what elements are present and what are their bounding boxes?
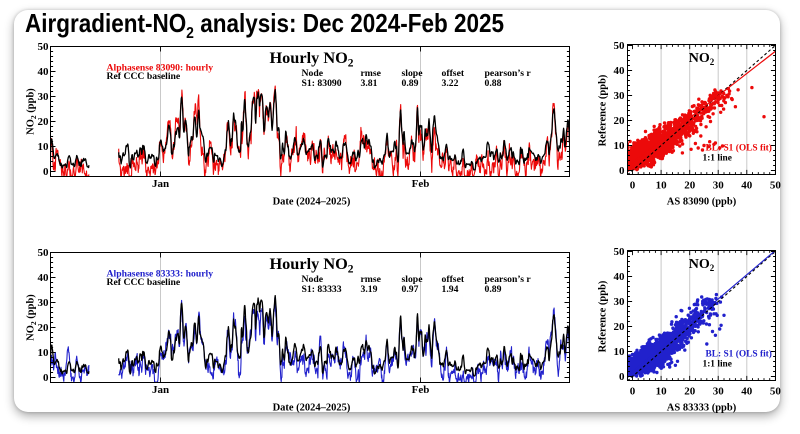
svg-text:0: 0 bbox=[619, 371, 625, 383]
svg-text:Alphasense 83090: hourly: Alphasense 83090: hourly bbox=[107, 63, 214, 74]
svg-text:NO2 (ppb): NO2 (ppb) bbox=[26, 88, 38, 135]
svg-text:Feb: Feb bbox=[412, 384, 430, 396]
svg-text:30: 30 bbox=[38, 91, 50, 103]
svg-text:20: 20 bbox=[614, 115, 626, 127]
svg-text:30: 30 bbox=[38, 297, 50, 309]
svg-text:10: 10 bbox=[656, 180, 668, 192]
svg-text:Jan: Jan bbox=[152, 178, 169, 190]
svg-text:0: 0 bbox=[630, 386, 636, 398]
svg-text:Alphasense 83333: hourly: Alphasense 83333: hourly bbox=[107, 269, 214, 280]
svg-text:20: 20 bbox=[614, 321, 626, 333]
svg-text:0.89: 0.89 bbox=[402, 78, 419, 89]
svg-text:40: 40 bbox=[38, 66, 50, 78]
svg-text:NO2: NO2 bbox=[689, 51, 715, 67]
svg-text:Date (2024–2025): Date (2024–2025) bbox=[273, 197, 351, 208]
svg-text:offset: offset bbox=[442, 68, 465, 79]
svg-text:pearson’s r: pearson’s r bbox=[485, 68, 532, 79]
svg-text:0: 0 bbox=[619, 165, 625, 177]
svg-text:40: 40 bbox=[614, 271, 626, 283]
svg-text:30: 30 bbox=[614, 296, 626, 308]
svg-text:10: 10 bbox=[614, 140, 626, 152]
svg-text:1:1 line: 1:1 line bbox=[703, 154, 732, 164]
svg-text:rmse: rmse bbox=[361, 68, 382, 79]
svg-text:10: 10 bbox=[38, 347, 50, 359]
svg-text:AS 83090 (ppb): AS 83090 (ppb) bbox=[667, 197, 737, 208]
svg-text:3.19: 3.19 bbox=[361, 284, 378, 295]
svg-text:40: 40 bbox=[741, 180, 753, 192]
svg-text:Feb: Feb bbox=[412, 178, 430, 190]
svg-text:10: 10 bbox=[614, 346, 626, 358]
svg-text:30: 30 bbox=[614, 90, 626, 102]
svg-text:50: 50 bbox=[614, 40, 626, 52]
svg-text:3.22: 3.22 bbox=[442, 78, 459, 89]
svg-text:20: 20 bbox=[684, 386, 696, 398]
svg-text:50: 50 bbox=[38, 247, 50, 259]
svg-text:S1: 83333: S1: 83333 bbox=[302, 284, 342, 295]
svg-text:1.94: 1.94 bbox=[442, 284, 459, 295]
svg-text:30: 30 bbox=[713, 386, 725, 398]
svg-text:0.97: 0.97 bbox=[402, 284, 419, 295]
svg-text:BL: S1 (OLS fit): BL: S1 (OLS fit) bbox=[706, 349, 772, 360]
svg-text:slope: slope bbox=[402, 68, 424, 79]
svg-text:Date (2024–2025): Date (2024–2025) bbox=[273, 403, 351, 414]
svg-text:50: 50 bbox=[770, 386, 782, 398]
svg-text:BL: S1 (OLS fit): BL: S1 (OLS fit) bbox=[706, 143, 772, 154]
svg-text:50: 50 bbox=[770, 180, 782, 192]
svg-text:20: 20 bbox=[684, 180, 696, 192]
svg-text:rmse: rmse bbox=[361, 274, 382, 285]
svg-text:Jan: Jan bbox=[152, 384, 169, 396]
svg-text:slope: slope bbox=[402, 274, 424, 285]
svg-text:Node: Node bbox=[302, 68, 324, 79]
svg-text:3.81: 3.81 bbox=[361, 78, 378, 89]
svg-text:20: 20 bbox=[38, 322, 50, 334]
svg-text:NO2 (ppb): NO2 (ppb) bbox=[26, 294, 38, 341]
svg-text:40: 40 bbox=[614, 65, 626, 77]
svg-text:Reference (ppb): Reference (ppb) bbox=[598, 74, 609, 146]
svg-text:0: 0 bbox=[630, 180, 636, 192]
svg-text:40: 40 bbox=[38, 272, 50, 284]
svg-text:20: 20 bbox=[38, 116, 50, 128]
svg-text:0.88: 0.88 bbox=[485, 78, 502, 89]
svg-text:50: 50 bbox=[38, 41, 50, 53]
svg-text:0.89: 0.89 bbox=[485, 284, 502, 295]
svg-text:Node: Node bbox=[302, 274, 324, 285]
svg-text:0: 0 bbox=[43, 166, 49, 178]
svg-text:30: 30 bbox=[713, 180, 725, 192]
svg-text:AS 83333 (ppb): AS 83333 (ppb) bbox=[667, 403, 737, 414]
svg-text:0: 0 bbox=[43, 372, 49, 384]
svg-text:10: 10 bbox=[656, 386, 668, 398]
svg-text:50: 50 bbox=[614, 246, 626, 258]
svg-text:1:1 line: 1:1 line bbox=[703, 360, 732, 370]
svg-text:Hourly NO2: Hourly NO2 bbox=[270, 254, 354, 276]
svg-text:40: 40 bbox=[741, 386, 753, 398]
svg-text:Reference (ppb): Reference (ppb) bbox=[598, 280, 609, 352]
svg-text:pearson’s r: pearson’s r bbox=[485, 274, 532, 285]
svg-text:Ref CCC baseline: Ref CCC baseline bbox=[107, 277, 181, 288]
svg-text:NO2: NO2 bbox=[689, 257, 715, 273]
svg-text:Hourly NO2: Hourly NO2 bbox=[270, 48, 354, 70]
svg-text:10: 10 bbox=[38, 141, 50, 153]
svg-text:offset: offset bbox=[442, 274, 465, 285]
svg-text:S1: 83090: S1: 83090 bbox=[302, 78, 342, 89]
svg-text:Ref CCC baseline: Ref CCC baseline bbox=[107, 71, 181, 82]
